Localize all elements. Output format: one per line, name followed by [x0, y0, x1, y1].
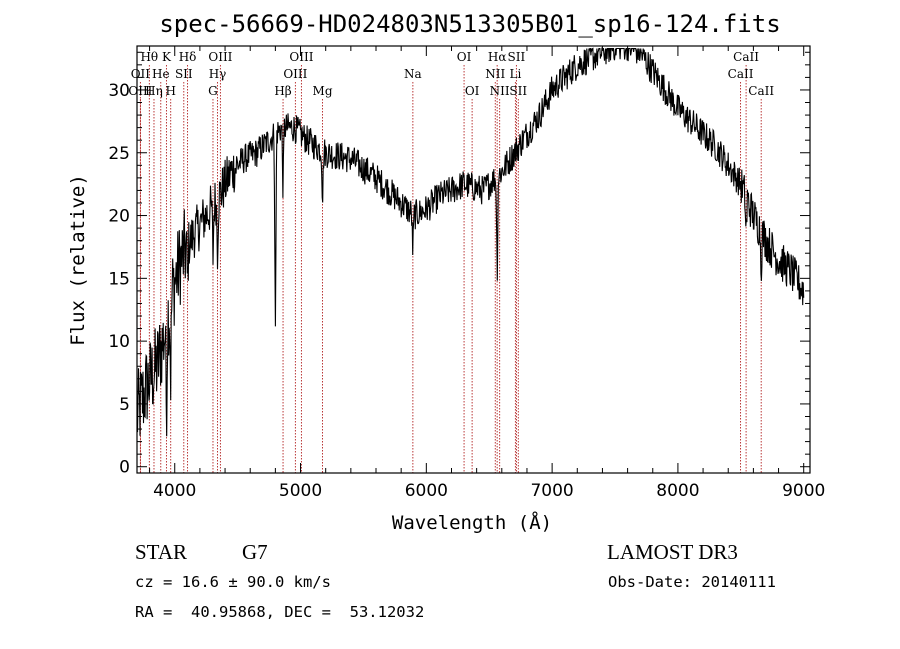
coordinates: RA = 40.95868, DEC = 53.12032: [135, 603, 425, 621]
x-axis: 4000 5000 6000 7000 8000 9000: [149, 46, 825, 501]
spectral-line-label: OIII: [289, 50, 313, 64]
spectral-line-label: CaII: [733, 50, 759, 64]
spectral-line-label: SII: [508, 50, 526, 64]
spectral-line-label: He: [152, 67, 170, 81]
x-tick-label: 9000: [782, 481, 825, 501]
object-subclass: G7: [242, 540, 268, 564]
spectral-line-label: OI: [457, 50, 472, 64]
y-tick-label: 0: [119, 458, 130, 478]
spectral-line-label: Hα: [488, 50, 507, 64]
x-tick-label: 7000: [530, 481, 573, 501]
spectral-line-label: Li: [509, 67, 521, 81]
spectral-line-label: Na: [404, 67, 422, 81]
spectral-line-label: NII: [490, 84, 510, 98]
spectral-line-markers: [139, 65, 762, 473]
object-class: STAR: [135, 540, 187, 564]
y-tick-label: 20: [108, 207, 130, 227]
spectral-line-label: OIII: [283, 67, 307, 81]
spectral-line-label: SII: [509, 84, 527, 98]
spectral-line-label: Hδ: [179, 50, 197, 64]
spectral-line-label: OI: [465, 84, 480, 98]
spectral-line-label: G: [208, 84, 218, 98]
spectral-line-label: Hη: [145, 84, 163, 98]
x-tick-label: 4000: [153, 481, 196, 501]
x-tick-label: 5000: [279, 481, 322, 501]
y-axis: 0 5 10 15 20 25 30: [108, 51, 810, 478]
x-tick-label: 6000: [405, 481, 448, 501]
plot-frame: [136, 45, 811, 474]
y-tick-label: 30: [108, 81, 130, 101]
spectrum-line: [136, 47, 805, 437]
spectral-line-label: OIII: [208, 50, 232, 64]
survey-label: LAMOST DR3: [607, 540, 738, 564]
y-tick-label: 10: [108, 332, 130, 352]
redshift-line: cz = 16.6 ± 90.0 km/s: [135, 573, 331, 591]
y-tick-label: 5: [119, 395, 130, 415]
obs-date: Obs-Date: 20140111: [608, 573, 776, 591]
spectral-line-label: SII: [175, 67, 193, 81]
spectral-line-label: NII: [485, 67, 505, 81]
y-tick-label: 15: [108, 269, 130, 289]
spectral-line-label: OIII: [128, 84, 152, 98]
spectral-line-label: Hβ: [274, 84, 291, 98]
spectral-line-label: Hθ: [140, 50, 158, 64]
spectral-line-label: H: [165, 84, 175, 98]
x-tick-label: 8000: [656, 481, 699, 501]
spectral-line-label: Hγ: [209, 67, 227, 81]
spectral-line-label: Mg: [313, 84, 333, 98]
y-tick-label: 25: [108, 144, 130, 164]
chart-title: spec-56669-HD024803N513305B01_sp16-124.f…: [159, 10, 780, 38]
spectral-line-label: K: [162, 50, 172, 64]
spectral-line-label: CaII: [728, 67, 754, 81]
y-axis-label: Flux (relative): [67, 174, 89, 346]
x-axis-label: Wavelength (Å): [392, 511, 552, 534]
spectral-line-label: CaII: [748, 84, 774, 98]
spectral-line-label: OII: [131, 67, 151, 81]
